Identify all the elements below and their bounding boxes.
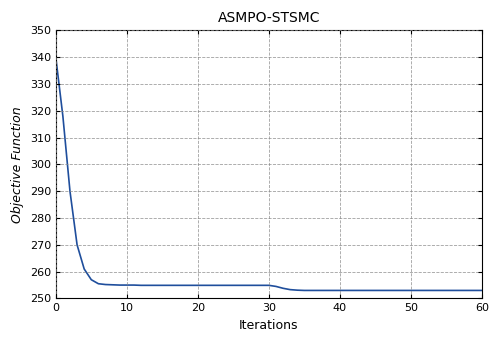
Y-axis label: Objective Function: Objective Function xyxy=(11,106,24,223)
Title: ASMPO-STSMC: ASMPO-STSMC xyxy=(218,11,320,25)
X-axis label: Iterations: Iterations xyxy=(239,319,298,332)
